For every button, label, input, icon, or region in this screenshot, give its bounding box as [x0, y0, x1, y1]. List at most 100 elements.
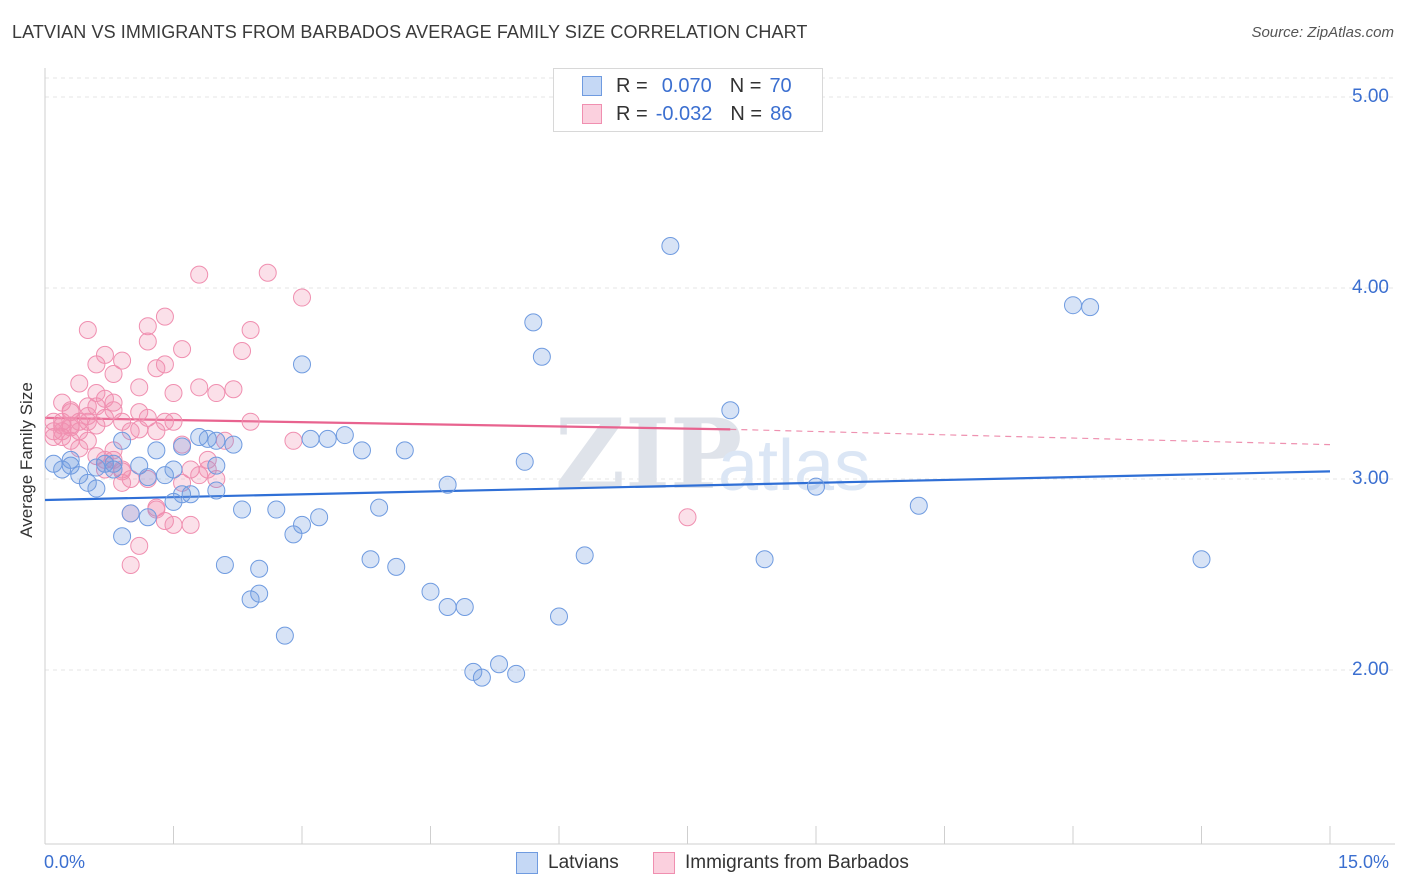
data-point-latvians [507, 664, 526, 683]
data-point-latvians [318, 429, 337, 448]
axes [44, 68, 1395, 845]
data-point-barbados [241, 321, 260, 340]
data-point-latvians [515, 452, 534, 471]
latvians-swatch [516, 852, 538, 874]
data-point-latvians [250, 559, 269, 578]
data-point-latvians [104, 454, 123, 473]
stats-legend: R = 0.070 N = 70 R = -0.032 N = 86 [553, 68, 823, 132]
r-value: 0.070 [661, 74, 712, 97]
data-point-latvians [61, 450, 80, 469]
data-point-latvians [464, 662, 483, 681]
data-point-latvians [181, 485, 200, 504]
data-point-latvians [524, 313, 543, 332]
trend-line-barbados [44, 416, 731, 431]
data-point-latvians [164, 460, 183, 479]
legend-label-barbados: Immigrants from Barbados [685, 852, 909, 873]
data-point-latvians [224, 435, 243, 454]
y-axis-title: Average Family Size [17, 382, 36, 538]
data-point-latvians [207, 481, 226, 500]
y-tick-label: 4.00 [1352, 277, 1389, 298]
data-point-latvians [241, 590, 260, 609]
data-point-latvians [532, 347, 551, 366]
data-point-barbados [233, 342, 252, 361]
data-point-barbados [678, 508, 697, 527]
data-point-barbados [53, 422, 72, 441]
data-point-barbados [164, 384, 183, 403]
legend-item-barbados[interactable]: Immigrants from Barbados [653, 852, 909, 874]
data-point-latvians [310, 508, 329, 527]
data-point-latvians [490, 655, 509, 674]
data-point-barbados [104, 401, 123, 420]
data-point-barbados [87, 384, 106, 403]
data-point-latvians [104, 460, 123, 479]
source-label: Source: ZipAtlas.com [1251, 24, 1394, 41]
data-point-barbados [173, 340, 192, 359]
data-point-barbados [61, 416, 80, 435]
data-point-latvians [395, 441, 414, 460]
data-point-barbados [155, 355, 174, 374]
data-point-barbados [113, 351, 132, 370]
data-point-latvians [113, 527, 132, 546]
data-point-barbados [138, 317, 157, 336]
data-point-latvians [361, 550, 380, 569]
data-point-latvians [807, 477, 825, 496]
latvians-swatch [582, 76, 602, 96]
data-point-latvians [1081, 298, 1100, 317]
n-label: N = [729, 74, 762, 97]
data-point-barbados [147, 359, 166, 378]
data-point-latvians [575, 546, 594, 565]
data-point-latvians [438, 475, 457, 494]
data-point-barbados [164, 515, 183, 534]
r-value: -0.032 [655, 102, 713, 125]
y-tick-label: 5.00 [1352, 86, 1389, 107]
legend-label-latvians: Latvians [548, 852, 619, 873]
legend-item-latvians[interactable]: Latvians [516, 852, 619, 874]
data-point-barbados [61, 401, 80, 420]
data-point-latvians [550, 607, 568, 626]
data-point-barbados [241, 412, 260, 431]
chart-title: LATVIAN VS IMMIGRANTS FROM BARBADOS AVER… [12, 22, 808, 42]
data-point-barbados [78, 321, 97, 340]
x-tick-label-min: 0.0% [44, 852, 86, 872]
data-point-latvians [138, 468, 157, 487]
y-tick-label: 2.00 [1352, 659, 1389, 680]
watermark: ZIP atlas [555, 398, 870, 511]
data-point-barbados [190, 466, 209, 485]
data-point-barbados [190, 265, 209, 284]
data-point-barbados [258, 263, 277, 282]
n-label: N = [730, 102, 763, 125]
data-point-latvians [121, 504, 140, 523]
data-point-latvians [155, 466, 174, 485]
data-point-barbados [155, 307, 174, 326]
data-point-barbados [104, 393, 123, 412]
data-point-barbados [198, 450, 217, 469]
x-tick-label-max: 15.0% [1338, 852, 1390, 872]
data-point-barbados [224, 380, 243, 399]
data-point-latvians [352, 441, 371, 460]
data-point-barbados [113, 473, 132, 492]
data-point-latvians [250, 584, 269, 603]
data-point-latvians [215, 555, 234, 574]
data-point-latvians [173, 437, 192, 456]
data-point-latvians [661, 236, 680, 255]
data-point-barbados [130, 378, 149, 397]
trend-line-latvians [44, 470, 1331, 502]
data-point-latvians [267, 500, 286, 519]
data-point-latvians [138, 508, 157, 527]
data-point-barbados [284, 431, 303, 450]
data-point-latvians [721, 401, 740, 420]
data-point-barbados [190, 378, 209, 397]
data-point-latvians [147, 441, 166, 460]
data-point-latvians [113, 431, 132, 450]
n-value: 86 [770, 102, 793, 125]
data-point-latvians [909, 496, 928, 515]
data-point-barbados [130, 536, 149, 555]
data-point-latvians [293, 355, 311, 374]
data-point-latvians [455, 597, 474, 616]
data-point-latvians [301, 429, 320, 448]
data-point-latvians [293, 515, 311, 534]
bottom-legend: Latvians Immigrants from Barbados [0, 852, 1406, 876]
watermark-atlas: atlas [718, 426, 870, 506]
data-point-barbados [121, 555, 140, 574]
